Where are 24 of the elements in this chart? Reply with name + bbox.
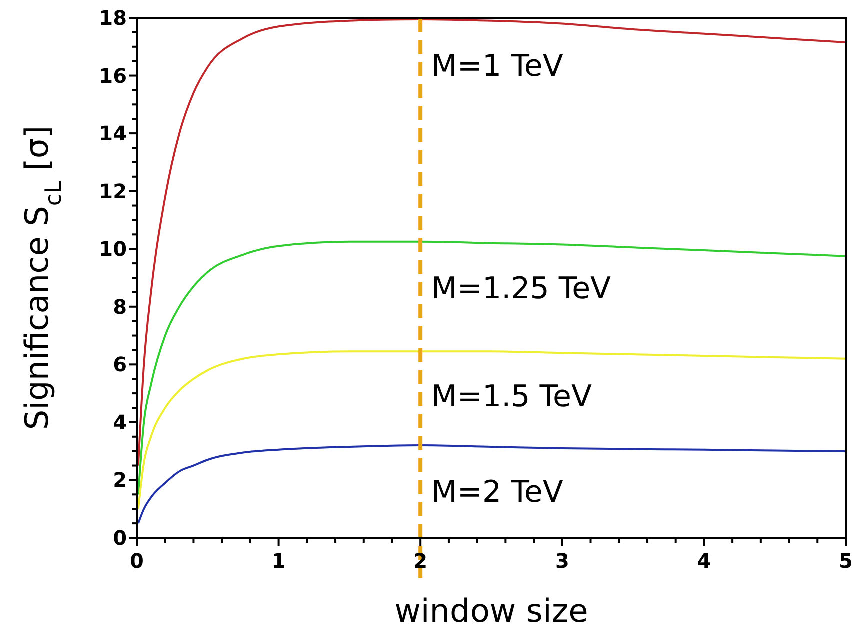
y-tick-label: 14 xyxy=(99,122,127,146)
line-series xyxy=(137,18,847,467)
x-tick-label: 3 xyxy=(555,549,570,573)
series-label: M=1 TeV xyxy=(432,48,564,84)
y-tick-label: 0 xyxy=(113,526,127,550)
x-tick-label: 4 xyxy=(697,549,712,573)
x-axis-title: window size xyxy=(394,592,588,630)
y-tick-label: 8 xyxy=(113,294,127,319)
y-tick-label: 6 xyxy=(113,352,127,377)
series-label: M=2 TeV xyxy=(432,475,564,510)
x-tick-label: 2 xyxy=(414,549,428,573)
y-tick-label: 16 xyxy=(99,64,127,88)
y-tick-label: 12 xyxy=(99,179,127,204)
x-tick-label: 1 xyxy=(272,549,286,573)
line-series xyxy=(137,350,847,510)
series-label: M=1.5 TeV xyxy=(432,380,592,415)
line-series xyxy=(137,444,847,525)
y-tick-label: 10 xyxy=(99,237,127,262)
y-tick-label: 18 xyxy=(99,6,127,30)
x-tick-label: 5 xyxy=(839,549,853,573)
y-tick-label: 2 xyxy=(113,468,127,492)
series-label: M=1.25 TeV xyxy=(432,271,612,306)
y-tick-label: 4 xyxy=(113,410,127,434)
x-tick-label: 0 xyxy=(130,549,144,573)
